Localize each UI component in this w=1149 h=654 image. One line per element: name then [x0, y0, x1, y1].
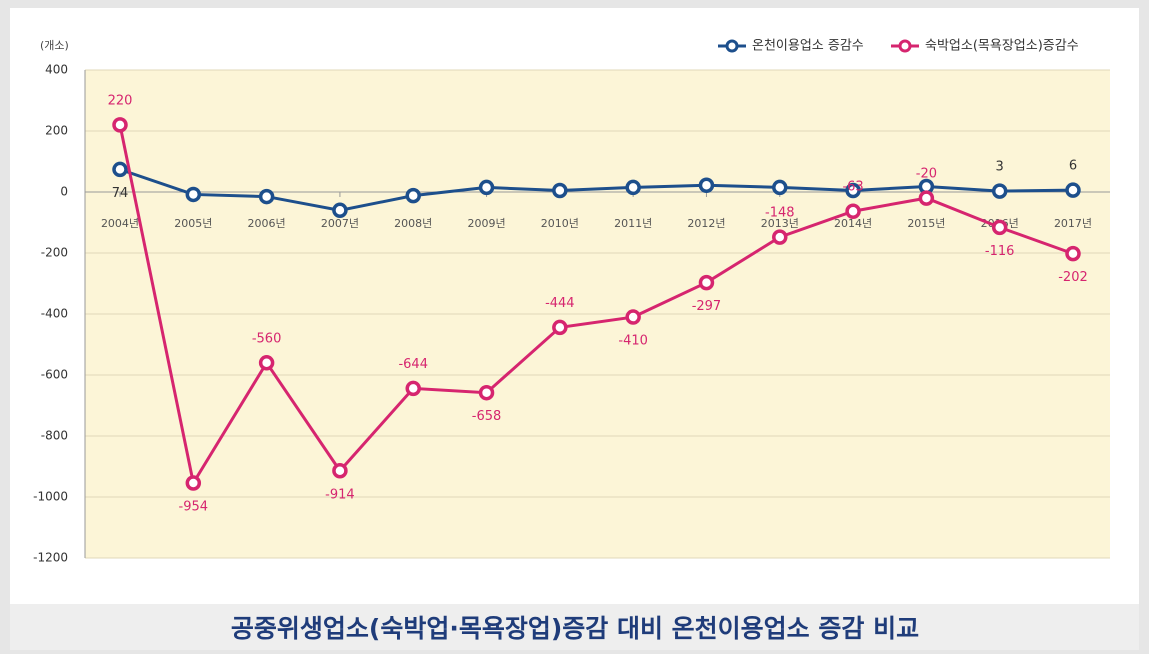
data-label: -954 [179, 499, 209, 514]
data-label: -560 [252, 331, 282, 346]
point [112, 161, 128, 178]
data-label: -644 [398, 357, 428, 372]
point [845, 182, 861, 199]
point [478, 179, 495, 196]
point [332, 202, 348, 219]
point [1065, 182, 1081, 198]
data-label: 3 [996, 160, 1004, 175]
point [698, 274, 715, 291]
data-label: -20 [916, 167, 937, 182]
y-tick-label: -800 [41, 429, 68, 443]
data-label: -410 [618, 334, 648, 349]
x-tick-label: 2004년 [101, 217, 139, 230]
x-tick-label: 2008년 [394, 217, 432, 230]
y-tick-label: 200 [45, 124, 68, 138]
x-tick-label: 2015년 [907, 217, 945, 230]
y-axis-label: (개소) [40, 39, 69, 52]
point [772, 229, 788, 245]
point [772, 179, 788, 196]
point [845, 203, 861, 219]
point [1065, 245, 1081, 262]
point [552, 182, 568, 199]
x-tick-label: 2011년 [614, 217, 652, 230]
legend-label: 온천이용업소 증감수 [752, 39, 864, 54]
y-tick-label: -200 [41, 246, 68, 260]
data-label: -914 [325, 487, 355, 502]
y-tick-label: -1000 [33, 490, 68, 504]
point [405, 187, 421, 204]
y-tick-label: 0 [60, 185, 68, 199]
data-label: 220 [108, 93, 133, 108]
legend-marker [725, 39, 739, 53]
y-tick-label: -600 [41, 368, 68, 382]
point [991, 183, 1008, 199]
x-tick-label: 2005년 [174, 217, 212, 230]
x-tick-label: 2014년 [834, 217, 872, 230]
y-tick-label: 400 [45, 63, 68, 77]
x-tick-label: 2006년 [248, 217, 286, 230]
series-line [118, 124, 1074, 488]
point [405, 380, 421, 397]
point [698, 177, 715, 194]
x-tick-label: 2012년 [687, 217, 725, 230]
x-tick-label: 2010년 [541, 217, 579, 230]
point [552, 319, 568, 336]
point [478, 384, 495, 401]
x-tick-label: 2007년 [321, 217, 359, 230]
data-label: -63 [842, 180, 863, 195]
point [112, 117, 128, 133]
data-label: 6 [1069, 159, 1077, 174]
data-label: -658 [472, 409, 502, 424]
point [332, 463, 348, 479]
x-tick-label: 2009년 [467, 217, 505, 230]
x-tick-label: 2017년 [1054, 217, 1092, 230]
point [918, 190, 935, 206]
data-label: -202 [1058, 270, 1088, 285]
point [991, 219, 1008, 236]
point [185, 186, 202, 203]
data-label: 74 [112, 186, 129, 201]
point [185, 475, 202, 491]
data-label: -116 [985, 244, 1015, 259]
y-tick-label: -400 [41, 307, 68, 321]
chart-title: 공중위생업소(숙박업·목욕장업)증감 대비 온천이용업소 증감 비교 [231, 614, 919, 643]
y-tick-label: -1200 [33, 551, 68, 565]
data-label: -297 [692, 299, 722, 314]
data-label: -444 [545, 296, 575, 311]
legend-marker [898, 39, 912, 53]
point [625, 309, 641, 325]
point [625, 179, 641, 196]
x-tick-label: 2013년 [761, 217, 799, 230]
point [258, 355, 275, 371]
series-line [119, 168, 1074, 212]
legend-label: 숙박업소(목욕장업소)증감수 [925, 39, 1079, 54]
data-label: -148 [765, 206, 795, 221]
point [258, 188, 275, 205]
title-band [10, 604, 1139, 650]
